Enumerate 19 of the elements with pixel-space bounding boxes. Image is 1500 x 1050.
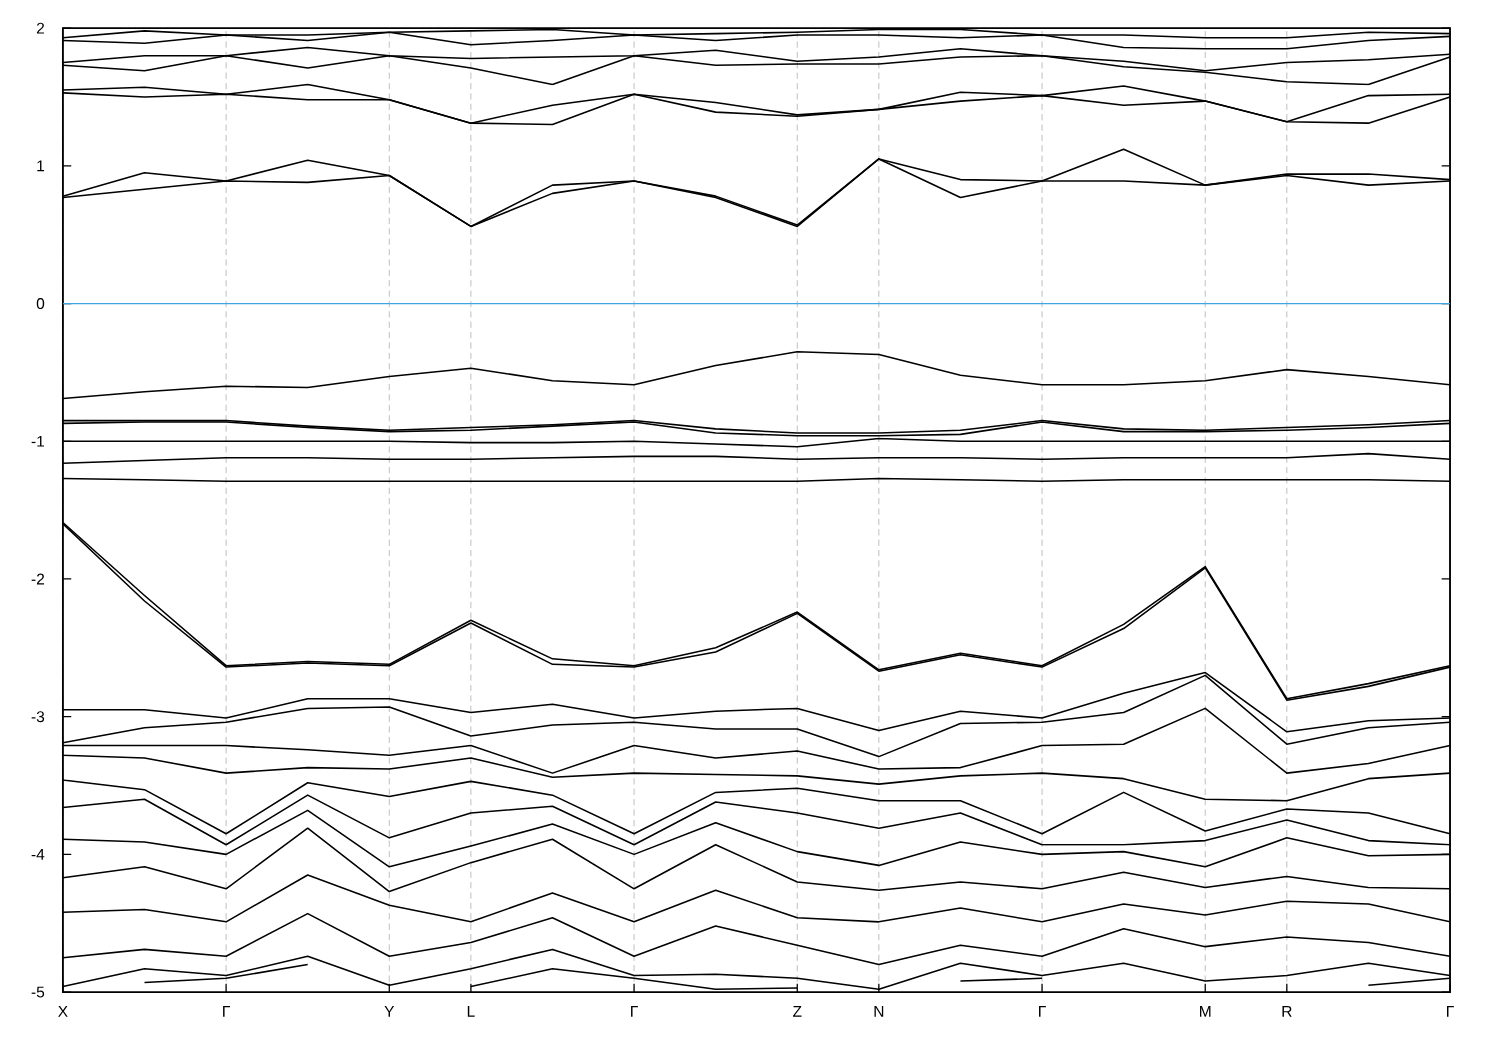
x-tick-label: Γ: [1447, 1006, 1454, 1017]
x-tick-label: Y: [384, 1006, 395, 1017]
x-tick-label: X: [58, 1006, 68, 1017]
y-tick-label: 2: [36, 22, 45, 34]
x-tick-label: R: [1282, 1006, 1292, 1017]
y-tick-label: -4: [31, 849, 45, 860]
x-tick-label: Γ: [223, 1006, 230, 1017]
x-tick-label: L: [467, 1006, 475, 1017]
x-tick-label: Γ: [1039, 1006, 1046, 1017]
y-tick-label: -3: [31, 711, 45, 723]
y-tick-label: 1: [37, 160, 45, 172]
y-tick-label: -5: [31, 986, 45, 998]
y-tick-label: -1: [31, 435, 45, 447]
x-tick-label: M: [1200, 1006, 1211, 1017]
x-tick-label: Γ: [631, 1006, 638, 1017]
x-tick-label: Z: [793, 1006, 802, 1017]
x-tick-label: N: [874, 1006, 884, 1017]
y-tick-label: 0: [36, 298, 45, 310]
y-tick-label: -2: [31, 573, 45, 585]
